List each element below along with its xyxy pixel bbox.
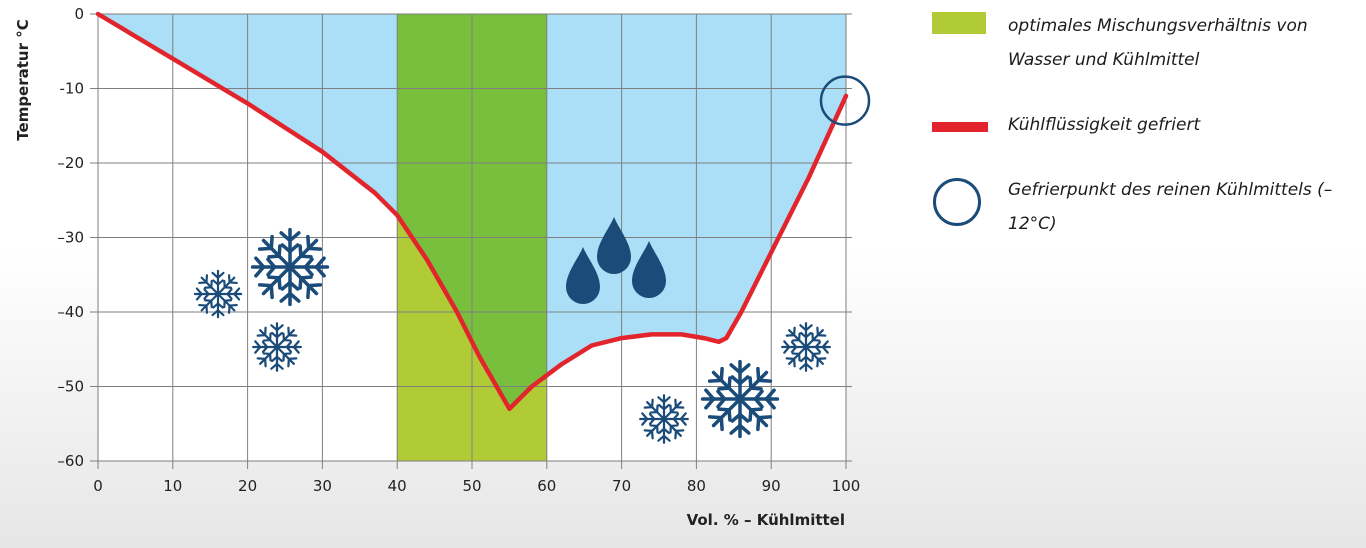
snowflake-icon: [253, 323, 301, 371]
x-tick-label: 60: [537, 477, 556, 495]
y-tick-label: –50: [57, 378, 84, 396]
snowflake-icon: [195, 271, 241, 317]
y-tick-label: –30: [57, 229, 84, 247]
x-tick-label: 0: [93, 477, 103, 495]
legend-swatch-red-line: [932, 122, 988, 132]
x-tick-label: 50: [462, 477, 481, 495]
snowflake-icon: [703, 362, 778, 437]
y-axis-ticks: 0 -10 –20 –30 –40 –50 –60: [57, 5, 84, 470]
legend-label-marker: Gefrierpunkt des reinen Kühlmittels (–12…: [1008, 180, 1333, 234]
x-tick-label: 80: [687, 477, 706, 495]
legend-label-freezing: Kühlflüssigkeit gefriert: [1008, 115, 1201, 135]
x-tick-label: 30: [313, 477, 332, 495]
snowflake-icon: [782, 323, 830, 371]
circle-icon: [933, 178, 981, 226]
x-tick-label: 20: [238, 477, 257, 495]
legend-swatch-green: [932, 12, 986, 34]
y-tick-label: –20: [57, 154, 84, 172]
x-axis-ticks: 0 10 20 30 40 50 60 70 80 90 100: [93, 477, 860, 495]
y-axis-label: Temperatur °C: [14, 19, 32, 140]
snowflake-icon: [640, 395, 688, 443]
x-tick-label: 90: [762, 477, 781, 495]
x-tick-label: 100: [832, 477, 861, 495]
snowflake-icon: [253, 230, 328, 305]
x-axis-label: Vol. % – Kühlmittel: [687, 511, 845, 529]
x-tick-label: 10: [163, 477, 182, 495]
x-tick-label: 70: [612, 477, 631, 495]
y-tick-label: –40: [57, 303, 84, 321]
chart: 0 10 20 30 40 50 60 70 80 90 100 0 -10 –20 –30 –40 –50 –…: [14, 5, 871, 529]
grid: [90, 13, 852, 469]
pure-coolant-freezing-point-marker: [819, 75, 871, 126]
legend-label-optimal: optimales Mischungsverhältnis von Wasser…: [1008, 16, 1308, 70]
y-tick-label: –60: [57, 452, 84, 470]
y-tick-label: 0: [74, 5, 84, 23]
legend: optimales Mischungsverhältnis von Wasser…: [930, 0, 1360, 260]
series-line-freezing: [95, 11, 849, 412]
y-tick-label: -10: [60, 80, 85, 98]
x-tick-label: 40: [388, 477, 407, 495]
